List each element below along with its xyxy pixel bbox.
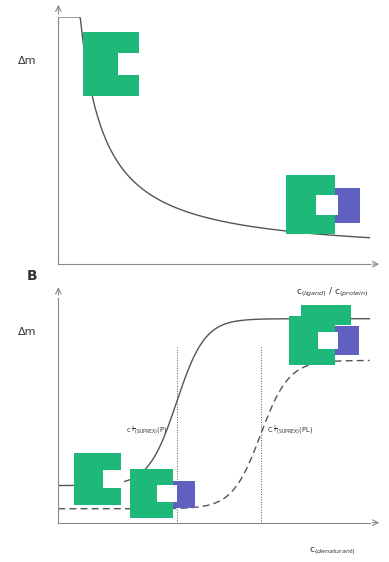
Text: Δm: Δm	[18, 56, 37, 66]
Bar	[286, 175, 335, 234]
Bar	[289, 316, 335, 365]
Text: Δm: Δm	[18, 327, 37, 337]
Bar	[157, 485, 177, 502]
Text: B: B	[27, 269, 38, 283]
Bar	[74, 453, 121, 505]
Text: C $^{\frac{1}{2}}$$_{\mathsf{(SUPREX)}}$(PL): C $^{\frac{1}{2}}$$_{\mathsf{(SUPREX)}}$…	[267, 424, 313, 438]
Bar	[317, 332, 338, 350]
Bar	[335, 326, 359, 355]
Bar	[335, 188, 360, 223]
Bar	[301, 305, 351, 325]
Bar	[103, 470, 124, 488]
Bar	[130, 469, 173, 518]
Text: c $^{\frac{1}{2}}$$_{\mathsf{(SUPREX)}}$(P): c $^{\frac{1}{2}}$$_{\mathsf{(SUPREX)}}$…	[126, 424, 167, 438]
Bar	[173, 481, 195, 508]
Bar	[118, 53, 142, 75]
Text: c$_{(ligand)}$ / c$_{(protein)}$: c$_{(ligand)}$ / c$_{(protein)}$	[296, 287, 368, 300]
Text: c$_{(denaturant)}$: c$_{(denaturant)}$	[309, 545, 356, 557]
Bar	[316, 194, 338, 215]
Bar	[83, 31, 139, 96]
